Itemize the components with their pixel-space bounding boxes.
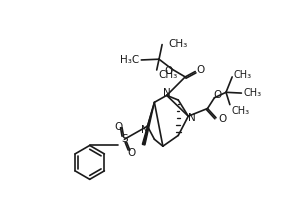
Text: CH₃: CH₃ [234, 70, 252, 80]
Text: H₃C: H₃C [120, 55, 139, 65]
Text: O: O [213, 90, 222, 100]
Text: CH₃: CH₃ [168, 39, 188, 49]
Text: S: S [121, 134, 128, 144]
Text: O: O [218, 114, 226, 124]
Text: O: O [164, 66, 172, 76]
Text: CH₃: CH₃ [158, 70, 178, 80]
Polygon shape [142, 102, 154, 145]
Text: CH₃: CH₃ [244, 88, 262, 98]
Text: CH₃: CH₃ [231, 106, 250, 116]
Text: N: N [188, 113, 196, 123]
Text: N: N [163, 88, 171, 98]
Text: O: O [127, 148, 135, 158]
Text: O: O [197, 65, 205, 75]
Text: O: O [115, 122, 123, 132]
Text: N: N [141, 125, 149, 135]
